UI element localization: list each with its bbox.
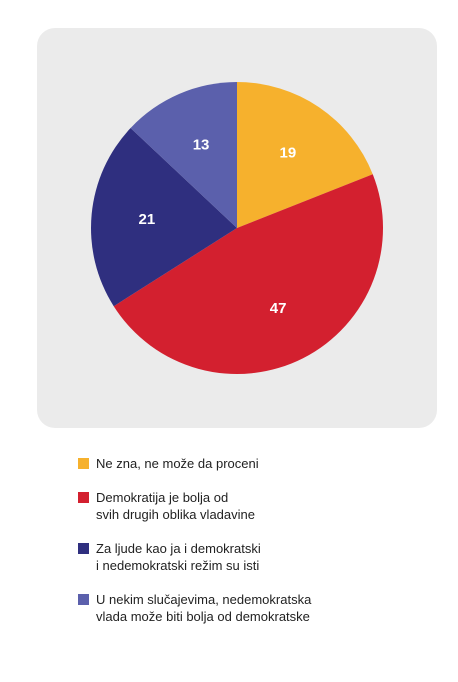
pie-slice-ne-zna — [237, 82, 373, 228]
pie-value-label-rezimi-isti: 21 — [139, 211, 156, 228]
chart-panel: 19 47 21 13 — [37, 28, 437, 428]
pie-slice-nedemokratska-bolja — [130, 82, 237, 228]
pie-slice-demokratija-bolja — [113, 174, 384, 375]
legend-item-nedemokratska-bolja: U nekim slučajevima, nedemokratska vlada… — [78, 591, 438, 625]
pie-value-label-ne-zna: 19 — [280, 145, 297, 162]
legend-label-demokratija-bolja: Demokratija je bolja od svih drugih obli… — [96, 490, 255, 522]
legend-swatch-rezimi-isti — [78, 543, 89, 554]
pie-value-label-nedemokratska-bolja: 13 — [193, 136, 210, 153]
legend-swatch-nedemokratska-bolja — [78, 594, 89, 605]
legend-label-nedemokratska-bolja: U nekim slučajevima, nedemokratska vlada… — [96, 592, 312, 624]
legend-swatch-demokratija-bolja — [78, 492, 89, 503]
pie-chart: 19 47 21 13 — [91, 82, 384, 375]
legend-label-rezimi-isti: Za ljude kao ja i demokratski i nedemokr… — [96, 541, 261, 573]
legend-swatch-ne-zna — [78, 458, 89, 469]
chart-legend: Ne zna, ne može da proceni Demokratija j… — [78, 455, 438, 642]
legend-label-ne-zna: Ne zna, ne može da proceni — [96, 456, 259, 471]
legend-item-rezimi-isti: Za ljude kao ja i demokratski i nedemokr… — [78, 540, 438, 574]
pie-slice-rezimi-isti — [91, 128, 237, 307]
legend-item-ne-zna: Ne zna, ne može da proceni — [78, 455, 438, 472]
pie-value-label-demokratija-bolja: 47 — [270, 300, 287, 317]
legend-item-demokratija-bolja: Demokratija je bolja od svih drugih obli… — [78, 489, 438, 523]
